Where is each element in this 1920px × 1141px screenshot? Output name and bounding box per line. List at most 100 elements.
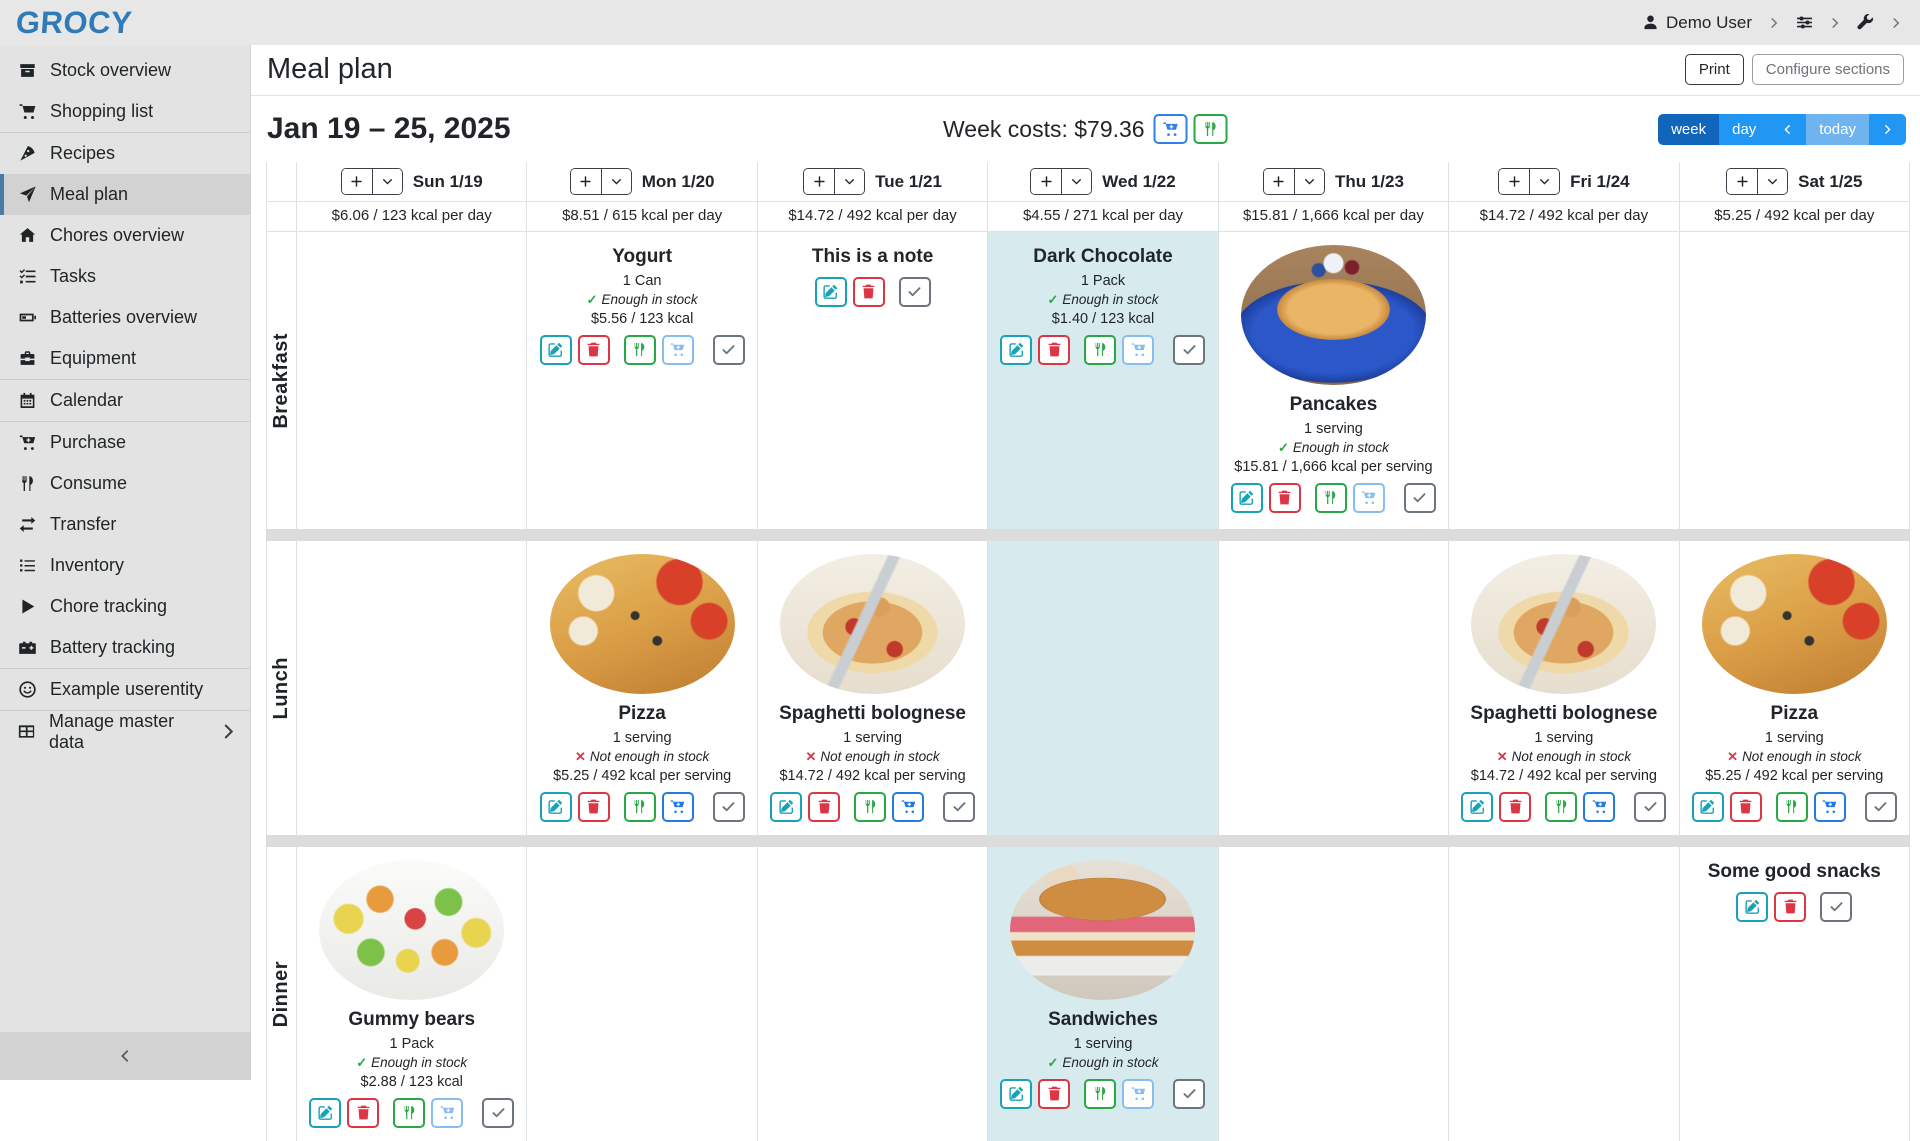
edit-recipe-entry-button[interactable] bbox=[1230, 482, 1263, 513]
sidebar-item-transfer[interactable]: Transfer bbox=[0, 504, 250, 545]
consume-recipe-button[interactable] bbox=[1084, 1078, 1117, 1109]
consume-recipe-button[interactable] bbox=[1775, 791, 1808, 822]
add-to-shopping-list-button[interactable] bbox=[661, 791, 694, 822]
day-menu-button[interactable] bbox=[834, 169, 865, 194]
edit-recipe-entry-button[interactable] bbox=[1691, 791, 1724, 822]
recipe-title[interactable]: Spaghetti bolognese bbox=[1470, 703, 1658, 724]
app-logo[interactable]: GROCY bbox=[14, 4, 134, 40]
user-menu[interactable]: Demo User bbox=[1642, 13, 1752, 33]
print-button[interactable]: Print bbox=[1684, 54, 1744, 85]
sidebar-item-stock-overview[interactable]: Stock overview bbox=[0, 50, 250, 91]
sidebar-item-purchase[interactable]: Purchase bbox=[0, 422, 250, 463]
add-to-shopping-list-button[interactable] bbox=[1583, 791, 1616, 822]
consume-recipe-button[interactable] bbox=[1084, 334, 1117, 365]
add-meal-button[interactable] bbox=[1499, 169, 1530, 194]
delete-recipe-entry-button[interactable] bbox=[347, 1097, 380, 1128]
view-week-button[interactable]: week bbox=[1658, 113, 1720, 145]
day-menu-button[interactable] bbox=[371, 169, 402, 194]
consume-recipe-button[interactable] bbox=[854, 791, 887, 822]
add-to-shopping-list-button[interactable] bbox=[661, 334, 694, 365]
edit-recipe-entry-button[interactable] bbox=[1461, 791, 1494, 822]
add-to-shopping-list-button[interactable] bbox=[431, 1097, 464, 1128]
add-to-shopping-list-button[interactable] bbox=[1352, 482, 1385, 513]
edit-recipe-entry-button[interactable] bbox=[309, 1097, 342, 1128]
sidebar-item-batteries-overview[interactable]: Batteries overview bbox=[0, 297, 250, 338]
view-day-button[interactable]: day bbox=[1719, 113, 1770, 145]
delete-recipe-entry-button[interactable] bbox=[1268, 482, 1301, 513]
sidebar-item-shopping-list[interactable]: Shopping list bbox=[0, 91, 250, 132]
mark-done-button[interactable] bbox=[1820, 891, 1853, 922]
delete-recipe-entry-button[interactable] bbox=[577, 791, 610, 822]
sidebar-item-inventory[interactable]: Inventory bbox=[0, 545, 250, 586]
edit-recipe-entry-button[interactable] bbox=[539, 791, 572, 822]
add-meal-button[interactable] bbox=[341, 169, 372, 194]
sidebar-item-chores-overview[interactable]: Chores overview bbox=[0, 215, 250, 256]
chevron-right-icon[interactable] bbox=[1768, 17, 1780, 29]
day-menu-button[interactable] bbox=[1061, 169, 1092, 194]
recipe-title[interactable]: Pizza bbox=[1770, 703, 1819, 724]
mark-done-button[interactable] bbox=[943, 791, 976, 822]
edit-recipe-entry-button[interactable] bbox=[1000, 1078, 1033, 1109]
mark-done-button[interactable] bbox=[1173, 1078, 1206, 1109]
add-to-shopping-list-button[interactable] bbox=[892, 791, 925, 822]
add-meal-button[interactable] bbox=[570, 169, 601, 194]
add-meal-button[interactable] bbox=[1727, 169, 1758, 194]
day-menu-button[interactable] bbox=[1529, 169, 1560, 194]
mark-done-button[interactable] bbox=[1864, 791, 1897, 822]
recipe-title[interactable]: Sandwiches bbox=[1048, 1009, 1158, 1030]
consume-recipe-button[interactable] bbox=[393, 1097, 426, 1128]
sidebar-item-consume[interactable]: Consume bbox=[0, 463, 250, 504]
consume-recipe-button[interactable] bbox=[623, 791, 656, 822]
delete-recipe-entry-button[interactable] bbox=[1499, 791, 1532, 822]
next-week-button[interactable] bbox=[1869, 113, 1906, 145]
day-menu-button[interactable] bbox=[600, 169, 631, 194]
add-meal-button[interactable] bbox=[1263, 169, 1294, 194]
delete-note-button[interactable] bbox=[852, 276, 885, 307]
edit-recipe-entry-button[interactable] bbox=[539, 334, 572, 365]
day-menu-button[interactable] bbox=[1293, 169, 1324, 194]
delete-recipe-entry-button[interactable] bbox=[808, 791, 841, 822]
mark-done-button[interactable] bbox=[482, 1097, 515, 1128]
mark-done-button[interactable] bbox=[1634, 791, 1667, 822]
edit-note-button[interactable] bbox=[814, 276, 847, 307]
previous-week-button[interactable] bbox=[1769, 113, 1807, 145]
recipe-title[interactable]: Yogurt bbox=[612, 246, 673, 267]
recipe-title[interactable]: Gummy bears bbox=[348, 1009, 476, 1030]
sidebar-item-manage-master-data[interactable]: Manage master data bbox=[0, 711, 250, 752]
mark-done-button[interactable] bbox=[712, 334, 745, 365]
mark-done-button[interactable] bbox=[898, 276, 931, 307]
admin-menu[interactable] bbox=[1857, 14, 1874, 31]
sidebar-item-chore-tracking[interactable]: Chore tracking bbox=[0, 586, 250, 627]
mark-done-button[interactable] bbox=[1173, 334, 1206, 365]
consume-recipe-button[interactable] bbox=[1545, 791, 1578, 822]
sidebar-item-tasks[interactable]: Tasks bbox=[0, 256, 250, 297]
chevron-right-icon[interactable] bbox=[1890, 17, 1902, 29]
edit-note-button[interactable] bbox=[1736, 891, 1769, 922]
today-button[interactable]: today bbox=[1806, 113, 1869, 145]
sidebar-item-meal-plan[interactable]: Meal plan bbox=[0, 174, 250, 215]
consume-recipe-button[interactable] bbox=[623, 334, 656, 365]
delete-recipe-entry-button[interactable] bbox=[1729, 791, 1762, 822]
edit-recipe-entry-button[interactable] bbox=[1000, 334, 1033, 365]
sidebar-item-example-userentity[interactable]: Example userentity bbox=[0, 669, 250, 710]
add-meal-button[interactable] bbox=[1031, 169, 1062, 194]
sidebar-collapse-button[interactable] bbox=[0, 1032, 250, 1080]
chevron-right-icon[interactable] bbox=[1829, 17, 1841, 29]
add-to-shopping-list-button[interactable] bbox=[1813, 791, 1846, 822]
recipe-title[interactable]: Pizza bbox=[618, 703, 666, 724]
edit-recipe-entry-button[interactable] bbox=[770, 791, 803, 822]
mark-done-button[interactable] bbox=[1403, 482, 1436, 513]
settings-menu[interactable] bbox=[1796, 14, 1813, 31]
delete-recipe-entry-button[interactable] bbox=[1038, 1078, 1071, 1109]
day-menu-button[interactable] bbox=[1757, 169, 1788, 194]
sidebar-item-equipment[interactable]: Equipment bbox=[0, 338, 250, 379]
sidebar-item-calendar[interactable]: Calendar bbox=[0, 380, 250, 421]
sidebar-item-recipes[interactable]: Recipes bbox=[0, 133, 250, 174]
delete-note-button[interactable] bbox=[1774, 891, 1807, 922]
recipe-title[interactable]: Pancakes bbox=[1289, 394, 1378, 415]
delete-recipe-entry-button[interactable] bbox=[577, 334, 610, 365]
delete-recipe-entry-button[interactable] bbox=[1038, 334, 1071, 365]
add-to-shopping-list-button[interactable] bbox=[1122, 1078, 1155, 1109]
recipe-title[interactable]: Dark Chocolate bbox=[1033, 246, 1173, 267]
consume-week-button[interactable] bbox=[1193, 114, 1228, 144]
